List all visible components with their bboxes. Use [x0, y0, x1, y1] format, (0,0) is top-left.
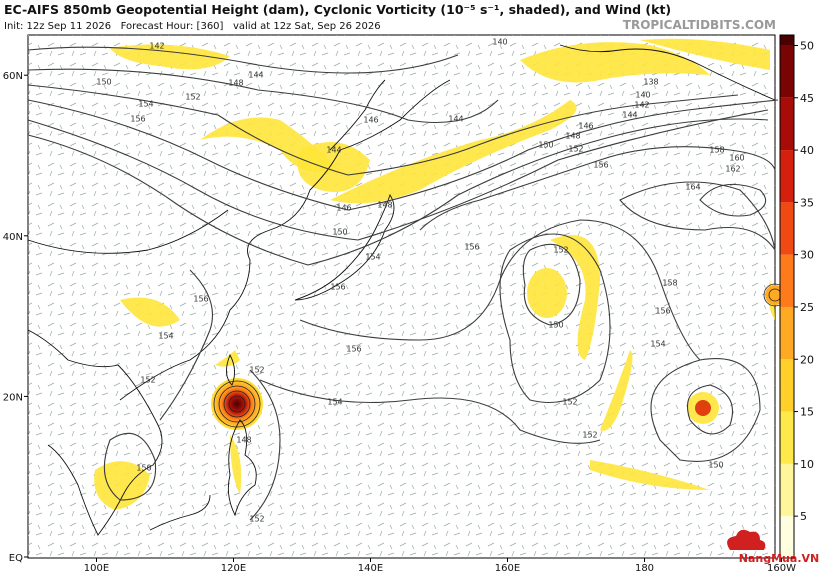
- contour-label: 148: [565, 132, 580, 141]
- colorbar-band: [780, 254, 794, 307]
- map-panel: 142 140 144 148 150 152 154 156 146 144 …: [27, 34, 787, 559]
- lon-tick-label: 120E: [221, 563, 246, 573]
- contour-label: 150: [538, 141, 553, 150]
- contour-label: 138: [643, 78, 658, 87]
- lon-tick-label: 160E: [495, 563, 520, 573]
- contour-label: 152: [582, 431, 597, 440]
- colorbar-tick-label: 35: [800, 196, 814, 209]
- lat-tick-label: 20N: [3, 392, 23, 403]
- contour-label: 152: [568, 145, 583, 154]
- contour-label: 156: [346, 345, 361, 354]
- colorbar-tick-label: 25: [800, 301, 814, 314]
- contour-label: 154: [327, 398, 342, 407]
- contour-label: 152: [140, 376, 155, 385]
- contour-label: 148: [377, 201, 392, 210]
- wind-barbs: [28, 35, 775, 558]
- subtitle: Init: 12z Sep 11 2026 Forecast Hour: [36…: [4, 21, 381, 32]
- lat-tick-label: EQ: [9, 553, 23, 564]
- height-contours: [27, 46, 787, 521]
- colorbar-band: [780, 35, 794, 46]
- contour-label: 154: [365, 253, 380, 262]
- colorbar-tick-label: 50: [800, 39, 814, 52]
- colorbar-band: [780, 306, 794, 360]
- contour-label: 154: [138, 100, 153, 109]
- contour-label: 152: [562, 398, 577, 407]
- contour-label: 142: [634, 101, 649, 110]
- contour-label: 156: [655, 307, 670, 316]
- colorbar-band: [780, 202, 794, 255]
- lon-tick-label: 160W: [767, 563, 796, 573]
- contour-label: 144: [448, 115, 463, 124]
- contour-labels: 142 140 144 148 150 152 154 156 146 144 …: [96, 38, 744, 524]
- contour-label: 140: [635, 91, 650, 100]
- contour-label: 146: [578, 122, 593, 131]
- contour-label: 156: [193, 295, 208, 304]
- contour-label: 152: [185, 93, 200, 102]
- contour-label: 152: [553, 246, 568, 255]
- contour-label: 156: [464, 243, 479, 252]
- contour-label: 146: [363, 116, 378, 125]
- contour-label: 156: [130, 115, 145, 124]
- lon-tick-label: 100E: [84, 563, 109, 573]
- contour-label: 150: [332, 228, 347, 237]
- coastlines: [27, 44, 776, 536]
- contour-label: 150: [708, 461, 723, 470]
- contour-label: 142: [149, 42, 164, 51]
- vorticity-shading: [94, 38, 785, 510]
- colorbar-band: [780, 411, 794, 464]
- contour-label: 140: [492, 38, 507, 47]
- contour-label: 144: [622, 111, 637, 120]
- colorbar: 5 10 15 20 25 30 35 40 45 50: [779, 34, 814, 559]
- contour-label: 158: [709, 146, 724, 155]
- colorbar-band: [780, 97, 794, 151]
- contour-label: 150: [548, 321, 563, 330]
- lat-tick-label: 60N: [3, 71, 23, 82]
- contour-label: 154: [650, 340, 665, 349]
- lon-tick-label: 140E: [358, 563, 383, 573]
- contour-label: 144: [326, 146, 341, 155]
- lon-tick-label: 180: [635, 563, 654, 573]
- contour-label: 160: [729, 154, 744, 163]
- colorbar-band: [780, 359, 794, 412]
- contour-label: 152: [249, 515, 264, 524]
- contour-label: 148: [236, 436, 251, 445]
- brand: TROPICALTIDBITS.COM: [623, 18, 776, 32]
- contour-label: 150: [96, 78, 111, 87]
- contour-label: 150: [136, 464, 151, 473]
- colorbar-band: [780, 150, 794, 203]
- contour-label: 148: [228, 79, 243, 88]
- contour-label: 144: [248, 71, 263, 80]
- watermark-icon: [727, 529, 766, 550]
- title: EC-AIFS 850mb Geopotential Height (dam),…: [4, 2, 671, 17]
- colorbar-tick-label: 20: [800, 353, 814, 366]
- contour-label: 156: [593, 161, 608, 170]
- lat-tick-label: 40N: [3, 232, 23, 243]
- contour-label: 156: [330, 283, 345, 292]
- contour-label: 158: [662, 279, 677, 288]
- colorbar-tick-label: 10: [800, 458, 814, 471]
- colorbar-band: [780, 463, 794, 517]
- contour-label: 146: [336, 204, 351, 213]
- colorbar-band: [780, 516, 794, 558]
- colorbar-frame: [779, 34, 795, 559]
- contour-label: 162: [725, 165, 740, 174]
- colorbar-tick-label: 15: [800, 406, 814, 419]
- colorbar-tick-label: 5: [800, 510, 807, 523]
- colorbar-tick-label: 45: [800, 92, 814, 105]
- axes: 100E 120E 140E 160E 180 160W 60N 40N 20N EQ: [3, 71, 796, 574]
- watermark: NangMua.VN: [739, 552, 819, 565]
- colorbar-band: [780, 45, 794, 98]
- contour-label: 154: [158, 332, 173, 341]
- contour-label: 164: [685, 183, 700, 192]
- contour-label: 152: [249, 366, 264, 375]
- colorbar-tick-label: 40: [800, 144, 814, 157]
- colorbar-tick-label: 30: [800, 249, 814, 262]
